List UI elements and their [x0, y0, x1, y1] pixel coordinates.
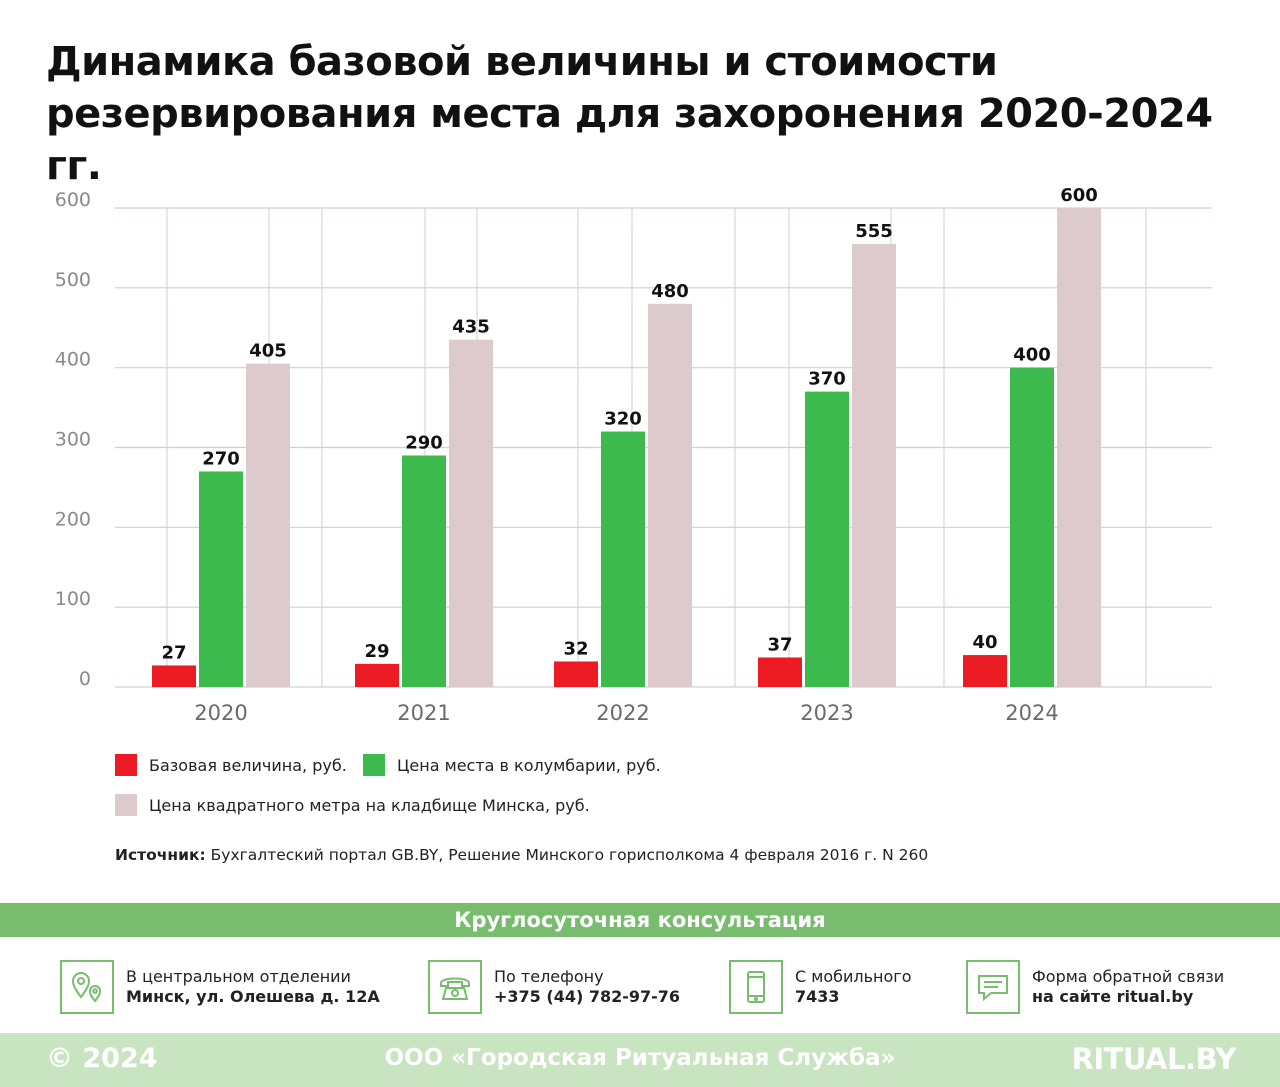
consultation-banner: Круглосуточная консультация [0, 903, 1280, 937]
data-label: 290 [405, 432, 443, 453]
footer-site-link[interactable]: RITUAL.BY [1071, 1042, 1236, 1076]
contact-mobile[interactable]: С мобильного 7433 [729, 960, 911, 1014]
data-label: 405 [249, 341, 287, 362]
bar [1057, 208, 1101, 687]
bar [355, 663, 399, 687]
footer-copyright: © 2024 [46, 1043, 158, 1074]
bar [199, 471, 243, 687]
telephone-icon [428, 960, 482, 1014]
page-title: Динамика базовой величины и стоимости ре… [46, 36, 1256, 192]
bar [648, 303, 692, 687]
bar [449, 339, 493, 687]
legend-item-base-value: Базовая величина, руб. [115, 754, 347, 776]
data-label: 29 [364, 641, 389, 662]
contact-feedback-site: на сайте ritual.by [1032, 987, 1194, 1006]
data-label: 320 [604, 409, 642, 430]
source-text: Бухгалтеский портал GB.BY, Решение Минск… [205, 846, 929, 864]
data-label: 27 [161, 642, 186, 663]
legend-label-cemetery: Цена квадратного метра на кладбище Минск… [149, 795, 590, 815]
legend-swatch-base-value [115, 754, 137, 776]
contact-feedback[interactable]: Форма обратной связи на сайте ritual.by [966, 960, 1224, 1014]
data-label: 600 [1060, 185, 1098, 206]
source-label: Источник: [115, 846, 206, 864]
data-label: 32 [563, 638, 588, 659]
legend-label-columbarium: Цена места в колумбарии, руб. [397, 755, 661, 775]
contact-mobile-number: 7433 [795, 987, 840, 1006]
legend-item-cemetery: Цена квадратного метра на кладбище Минск… [115, 794, 590, 816]
data-label: 370 [808, 369, 846, 390]
source-note: Источник: Бухгалтеский портал GB.BY, Реш… [115, 846, 928, 864]
data-label: 270 [202, 448, 240, 469]
y-tick-label: 300 [55, 429, 91, 451]
contact-feedback-label: Форма обратной связи [1032, 967, 1225, 986]
y-tick-label: 400 [55, 349, 91, 371]
bar [246, 363, 290, 687]
chat-bubble-icon [966, 960, 1020, 1014]
contact-phone[interactable]: По телефону +375 (44) 782-97-76 [428, 960, 680, 1014]
map-pin-icon [60, 960, 114, 1014]
y-tick-label: 200 [55, 508, 91, 530]
legend-item-columbarium: Цена места в колумбарии, руб. [363, 754, 661, 776]
x-tick-label: 2023 [800, 701, 853, 725]
footer-company: ООО «Городская Ритуальная Служба» [384, 1045, 896, 1071]
x-tick-label: 2024 [1005, 701, 1058, 725]
contact-phone-number: +375 (44) 782-97-76 [494, 987, 681, 1006]
data-label: 435 [452, 317, 490, 338]
bar [554, 661, 598, 687]
bar [402, 455, 446, 687]
bar [152, 665, 196, 687]
bar [1010, 367, 1054, 687]
contact-mobile-label: С мобильного [795, 967, 912, 986]
y-tick-label: 0 [79, 668, 91, 690]
contact-office-address: Минск, ул. Олешева д. 12А [126, 987, 380, 1006]
bar [963, 655, 1007, 687]
contact-office-label: В центральном отделении [126, 967, 351, 986]
data-label: 40 [972, 632, 997, 653]
legend-swatch-cemetery [115, 794, 137, 816]
y-tick-label: 600 [55, 189, 91, 211]
bar-chart: 0 100 200 300 400 500 600 27 270 405 2020 29 290 435 2… [55, 185, 1212, 725]
legend-swatch-columbarium [363, 754, 385, 776]
footer: © 2024 ООО «Городская Ритуальная Служба»… [0, 1033, 1280, 1087]
x-tick-label: 2022 [596, 701, 649, 725]
y-tick-label: 500 [55, 269, 91, 291]
title-line-2: резервирования места для захоронения 202… [46, 91, 1213, 189]
data-label: 555 [855, 221, 893, 242]
mobile-phone-icon [729, 960, 783, 1014]
data-label: 37 [767, 634, 792, 655]
contact-office[interactable]: В центральном отделении Минск, ул. Олеше… [60, 960, 380, 1014]
legend-label-base-value: Базовая величина, руб. [149, 755, 347, 775]
data-label: 400 [1013, 345, 1051, 366]
bar [601, 431, 645, 687]
contact-phone-label: По телефону [494, 967, 604, 986]
y-tick-label: 100 [55, 588, 91, 610]
bar [805, 391, 849, 687]
x-tick-label: 2021 [397, 701, 450, 725]
bar [758, 657, 802, 687]
x-tick-label: 2020 [194, 701, 247, 725]
bar [852, 243, 896, 688]
data-label: 480 [651, 281, 689, 302]
title-line-1: Динамика базовой величины и стоимости [46, 39, 998, 85]
